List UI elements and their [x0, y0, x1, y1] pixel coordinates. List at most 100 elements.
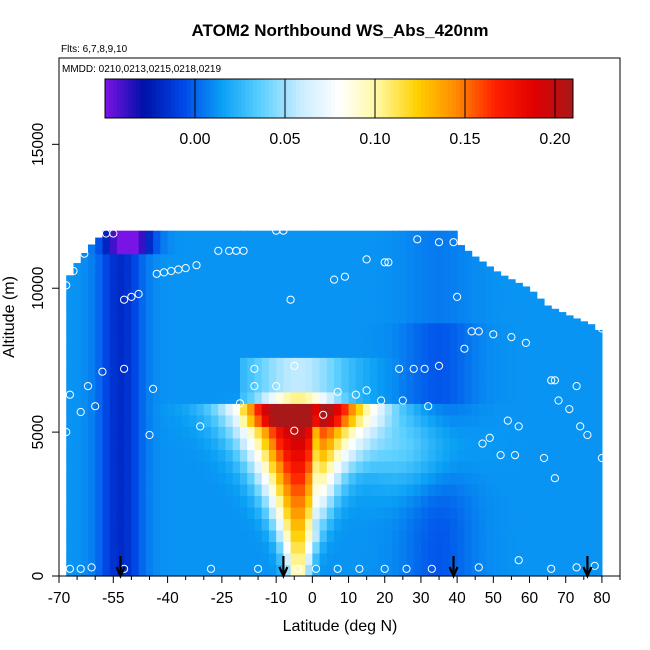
sample-point	[279, 226, 288, 235]
heatmap-cell	[536, 564, 545, 577]
heatmap-cell	[124, 449, 132, 462]
heatmap-cell	[319, 437, 328, 450]
heatmap-cell	[189, 564, 198, 577]
colorbar-segment	[397, 79, 402, 118]
heatmap-cell	[406, 322, 415, 335]
heatmap-cell	[116, 506, 125, 520]
colorbar	[104, 78, 574, 119]
heatmap-cell	[457, 403, 465, 416]
heatmap-cell	[80, 311, 89, 324]
heatmap-cell	[435, 460, 444, 473]
heatmap-cell	[283, 288, 292, 301]
heatmap-cell	[413, 242, 422, 255]
heatmap-cell	[377, 276, 386, 289]
heatmap-cell	[334, 506, 342, 520]
colorbar-tick-label: 0.15	[449, 131, 480, 148]
heatmap-cell	[565, 518, 574, 531]
heatmap-cell	[153, 299, 161, 312]
x-tick-label: -10	[265, 590, 288, 607]
heatmap-cell	[457, 552, 465, 566]
heatmap-cell	[109, 506, 118, 520]
heatmap-cell	[500, 391, 509, 404]
heatmap-cell	[594, 329, 603, 335]
heatmap-cell	[384, 311, 393, 324]
heatmap-cell	[80, 437, 89, 450]
heatmap-cell	[189, 311, 198, 324]
dates-label: MMDD: 0210,0213,0215,0218,0219	[62, 64, 221, 75]
heatmap-cell	[182, 380, 190, 393]
heatmap-cell	[543, 368, 552, 381]
heatmap-cell	[493, 483, 502, 497]
sample-point	[380, 258, 389, 267]
heatmap-cell	[377, 518, 386, 531]
heatmap-cell	[442, 345, 451, 358]
heatmap-cell	[334, 541, 342, 554]
sample-point	[565, 405, 574, 414]
colorbar-segment	[335, 79, 340, 118]
heatmap-cell	[507, 322, 516, 335]
heatmap-cell	[297, 299, 306, 312]
heatmap-cell	[384, 253, 393, 266]
heatmap-cell	[370, 368, 379, 381]
colorbar-segment	[487, 79, 492, 118]
heatmap-cell	[334, 345, 342, 358]
heatmap-cell	[478, 506, 487, 520]
heatmap-cell	[558, 357, 567, 370]
heatmap-cell	[551, 437, 560, 450]
heatmap-cell	[391, 242, 400, 255]
heatmap-cell	[247, 265, 256, 278]
heatmap-cell	[551, 472, 560, 485]
heatmap-cell	[363, 299, 371, 312]
heatmap-cell	[391, 322, 400, 335]
heatmap-cell	[370, 449, 379, 462]
heatmap-cell	[261, 449, 270, 462]
heatmap-cell	[551, 518, 560, 531]
heatmap-cell	[66, 472, 75, 485]
colorbar-segment	[315, 79, 320, 118]
heatmap-cell	[239, 253, 248, 266]
heatmap-cell	[290, 483, 299, 497]
heatmap-cell	[232, 449, 241, 462]
heatmap-cell	[449, 253, 458, 266]
heatmap-cell	[326, 276, 335, 289]
heatmap-cell	[449, 311, 458, 324]
heatmap-cell	[239, 391, 248, 404]
heatmap-cell	[442, 357, 451, 370]
heatmap-cell	[66, 518, 75, 531]
heatmap-cell	[428, 449, 437, 462]
heatmap-cell	[413, 391, 422, 404]
heatmap-cell	[442, 506, 451, 520]
heatmap-cell	[182, 345, 190, 358]
heatmap-cell	[290, 288, 299, 301]
heatmap-cell	[138, 322, 147, 335]
heatmap-cell	[587, 529, 596, 543]
heatmap-cell	[312, 541, 321, 554]
heatmap-cell	[493, 414, 502, 427]
sample-point	[554, 396, 563, 405]
colorbar-segment	[311, 79, 317, 118]
heatmap-cell	[543, 426, 552, 439]
heatmap-cell	[355, 276, 364, 289]
sample-point	[250, 382, 259, 391]
heatmap-cell	[87, 426, 96, 439]
heatmap-cell	[449, 529, 458, 543]
heatmap-cell	[420, 334, 429, 347]
heatmap-cell	[73, 437, 82, 450]
heatmap-cell	[189, 380, 198, 393]
heatmap-cell	[109, 403, 118, 416]
sample-point	[355, 564, 364, 573]
heatmap-cell	[420, 242, 429, 255]
heatmap-cell	[109, 437, 118, 450]
heatmap-cell	[87, 253, 96, 266]
heatmap-cell	[363, 495, 371, 508]
heatmap-cell	[109, 552, 118, 566]
heatmap-cell	[80, 334, 89, 347]
heatmap-cell	[370, 495, 379, 508]
heatmap-cell	[348, 472, 357, 485]
colorbar-segment	[327, 79, 332, 118]
heatmap-cell	[297, 552, 306, 566]
heatmap-cell	[529, 322, 538, 335]
heatmap-cell	[160, 311, 169, 324]
heatmap-cell	[536, 426, 545, 439]
heatmap-cell	[478, 437, 487, 450]
